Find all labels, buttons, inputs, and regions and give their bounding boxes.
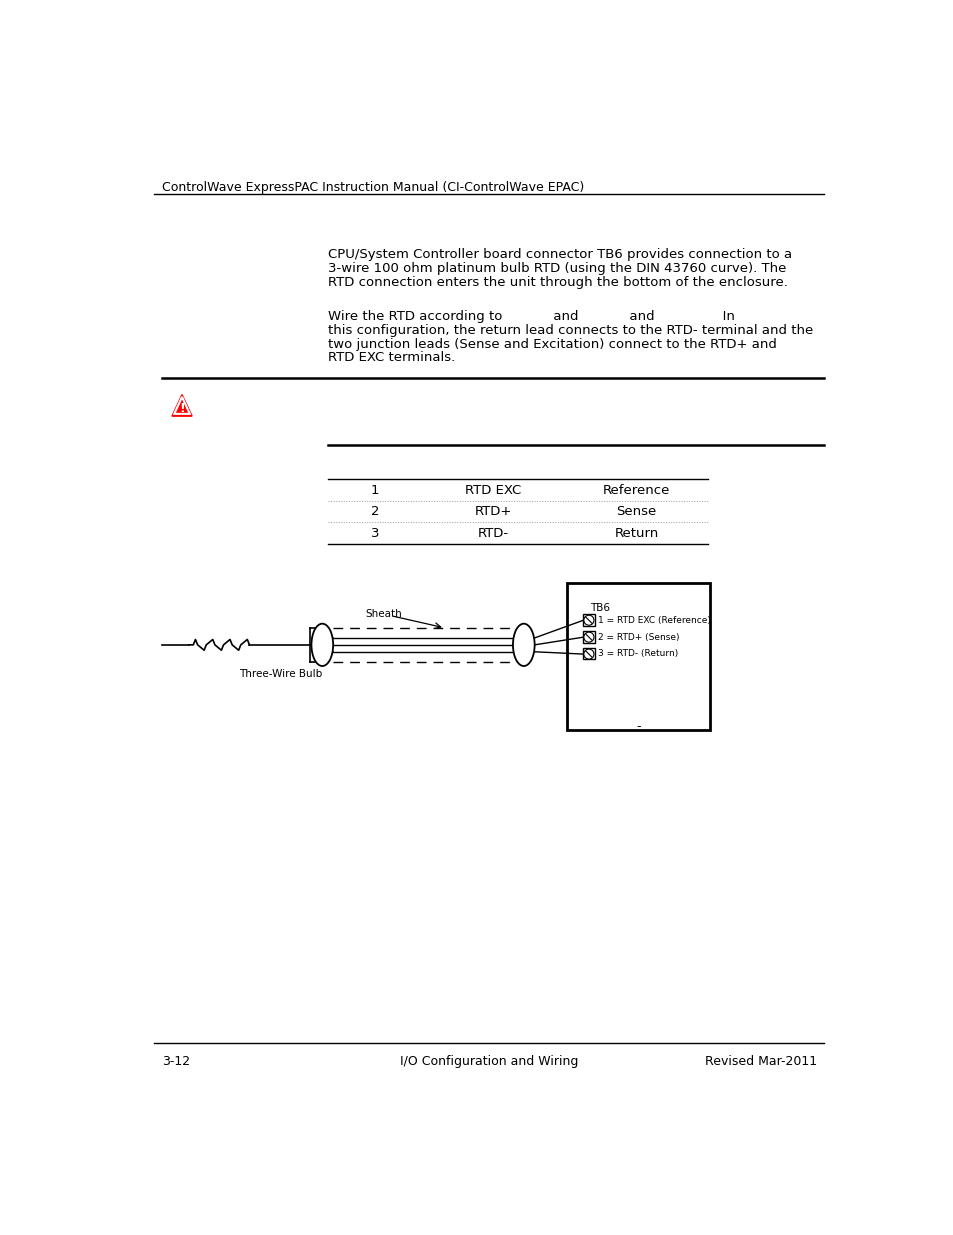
Text: RTD-: RTD- xyxy=(477,526,508,540)
Bar xyxy=(583,614,595,626)
Ellipse shape xyxy=(311,624,333,666)
Text: two junction leads (Sense and Excitation) connect to the RTD+ and: two junction leads (Sense and Excitation… xyxy=(328,337,777,351)
Text: 2 = RTD+ (Sense): 2 = RTD+ (Sense) xyxy=(598,632,679,641)
Text: 3: 3 xyxy=(371,526,379,540)
Text: Return: Return xyxy=(614,526,658,540)
Text: RTD EXC: RTD EXC xyxy=(464,484,520,496)
Text: this configuration, the return lead connects to the RTD- terminal and the: this configuration, the return lead conn… xyxy=(328,324,813,337)
Text: Sheath: Sheath xyxy=(365,609,402,619)
Ellipse shape xyxy=(583,650,594,659)
Ellipse shape xyxy=(583,615,594,625)
Polygon shape xyxy=(172,395,192,416)
Text: 1: 1 xyxy=(371,484,379,496)
Text: CPU/System Controller board connector TB6 provides connection to a: CPU/System Controller board connector TB… xyxy=(328,248,792,262)
Polygon shape xyxy=(174,396,190,414)
Ellipse shape xyxy=(583,632,594,642)
Text: 3-12: 3-12 xyxy=(162,1055,190,1068)
Text: 1 = RTD EXC (Reference): 1 = RTD EXC (Reference) xyxy=(598,615,710,625)
Text: I/O Configuration and Wiring: I/O Configuration and Wiring xyxy=(399,1055,578,1068)
Text: RTD+: RTD+ xyxy=(474,505,512,519)
Text: RTD connection enters the unit through the bottom of the enclosure.: RTD connection enters the unit through t… xyxy=(328,275,787,289)
Text: Revised Mar-2011: Revised Mar-2011 xyxy=(704,1055,816,1068)
Text: RTD EXC terminals.: RTD EXC terminals. xyxy=(328,352,456,364)
Ellipse shape xyxy=(513,624,534,666)
Text: 3-wire 100 ohm platinum bulb RTD (using the DIN 43760 curve). The: 3-wire 100 ohm platinum bulb RTD (using … xyxy=(328,262,786,275)
Bar xyxy=(583,631,595,642)
Bar xyxy=(567,583,709,730)
Text: Three-Wire Bulb: Three-Wire Bulb xyxy=(239,669,322,679)
Text: Sense: Sense xyxy=(616,505,656,519)
Bar xyxy=(583,648,595,659)
Text: Reference: Reference xyxy=(602,484,670,496)
Text: TB6: TB6 xyxy=(590,603,610,613)
Text: !: ! xyxy=(179,403,185,415)
Text: ControlWave ExpressPAC Instruction Manual (CI-ControlWave EPAC): ControlWave ExpressPAC Instruction Manua… xyxy=(162,180,583,194)
Text: 3 = RTD- (Return): 3 = RTD- (Return) xyxy=(598,650,678,658)
Text: Wire the RTD according to            and            and                In: Wire the RTD according to and and In xyxy=(328,310,735,322)
Text: -: - xyxy=(636,720,640,734)
Text: 2: 2 xyxy=(371,505,379,519)
